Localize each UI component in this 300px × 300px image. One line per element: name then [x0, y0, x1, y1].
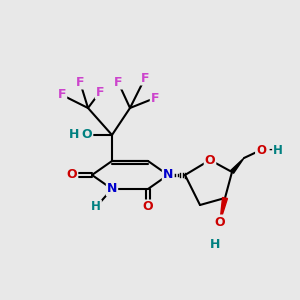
Polygon shape [230, 158, 244, 173]
Text: H: H [210, 238, 220, 251]
Text: F: F [96, 85, 104, 98]
Text: N: N [107, 182, 117, 196]
Text: F: F [58, 88, 66, 101]
Text: O: O [256, 143, 266, 157]
Text: -: - [269, 145, 273, 155]
Text: F: F [114, 76, 122, 88]
Text: F: F [141, 71, 149, 85]
Text: O: O [82, 128, 92, 142]
Text: N: N [163, 169, 173, 182]
Text: O: O [205, 154, 215, 166]
Polygon shape [220, 197, 227, 222]
Text: H: H [91, 200, 101, 214]
Text: H: H [69, 128, 79, 142]
Text: H: H [273, 143, 283, 157]
Text: O: O [143, 200, 153, 214]
Text: F: F [151, 92, 159, 104]
Text: O: O [215, 215, 225, 229]
Text: F: F [76, 76, 84, 88]
Text: O: O [67, 169, 77, 182]
